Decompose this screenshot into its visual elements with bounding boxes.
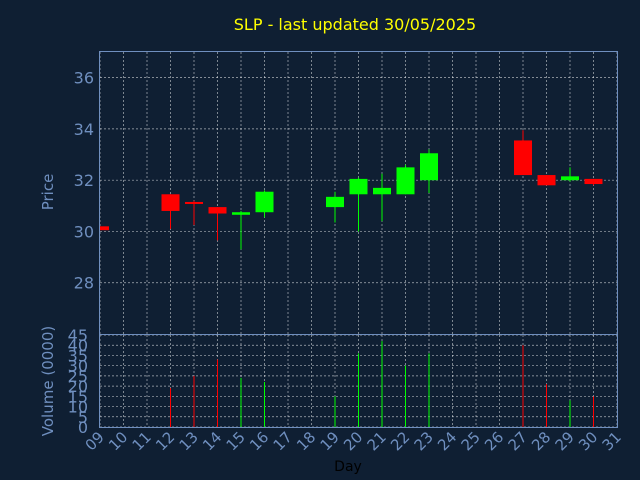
x-tick-label: 21 bbox=[364, 428, 390, 454]
volume-tick-label: 45 bbox=[68, 326, 88, 345]
price-axis-label: Price bbox=[39, 174, 57, 211]
x-tick-label: 31 bbox=[599, 428, 625, 454]
candle-body bbox=[349, 178, 368, 195]
volume-tick-label: 10 bbox=[68, 398, 88, 417]
x-tick-label: 22 bbox=[387, 428, 413, 454]
candle-body bbox=[185, 201, 203, 204]
x-tick-label: 11 bbox=[129, 428, 155, 454]
volume-tick-label: 25 bbox=[68, 367, 88, 386]
x-tick-label: 12 bbox=[152, 428, 178, 454]
x-tick-label: 15 bbox=[223, 428, 249, 454]
x-tick-labels: 0910111213141516171819202122232425262728… bbox=[82, 428, 625, 454]
x-tick-label: 26 bbox=[481, 428, 507, 454]
candle-body bbox=[514, 140, 532, 176]
price-tick-labels: 28 30 32 34 36 bbox=[74, 69, 94, 293]
x-tick-label: 23 bbox=[411, 428, 437, 454]
volume-tick-label: 20 bbox=[68, 377, 88, 396]
x-tick-label: 27 bbox=[505, 428, 531, 454]
volume-tick-label: 5 bbox=[78, 408, 88, 427]
x-tick-label: 13 bbox=[176, 428, 202, 454]
candle-body bbox=[420, 153, 438, 181]
x-tick-label: 17 bbox=[270, 428, 296, 454]
price-tick-label: 34 bbox=[74, 120, 94, 139]
x-tick-label: 30 bbox=[575, 428, 601, 454]
x-tick-label: 28 bbox=[528, 428, 554, 454]
candle-body bbox=[396, 167, 415, 195]
volume-tick-label: 35 bbox=[68, 346, 88, 365]
price-tick-label: 28 bbox=[74, 274, 94, 293]
chart-title: SLP - last updated 30/05/2025 bbox=[234, 15, 476, 34]
volume-tick-label: 30 bbox=[68, 357, 88, 376]
candle-body bbox=[561, 176, 579, 181]
candle-body bbox=[100, 226, 109, 231]
x-tick-label: 18 bbox=[293, 428, 319, 454]
candle-body bbox=[584, 178, 603, 185]
volume-tick-label: 40 bbox=[68, 336, 88, 355]
price-tick-label: 32 bbox=[74, 171, 94, 190]
volume-tick-label: 15 bbox=[68, 387, 88, 406]
volume-panel-frame bbox=[99, 334, 618, 428]
x-tick-label: 25 bbox=[458, 428, 484, 454]
price-tick-label: 36 bbox=[74, 69, 94, 88]
x-tick-label: 16 bbox=[246, 428, 272, 454]
x-tick-label: 19 bbox=[317, 428, 343, 454]
x-tick-label: 20 bbox=[340, 428, 366, 454]
x-tick-label: 10 bbox=[105, 428, 131, 454]
volume-bars bbox=[170, 341, 594, 427]
volume-axis-label: Volume (0000) bbox=[39, 326, 57, 436]
candle-body bbox=[232, 212, 250, 215]
volume-tick-label: 0 bbox=[78, 418, 88, 437]
x-tick-label: 14 bbox=[199, 428, 225, 454]
candle-body bbox=[373, 187, 391, 195]
price-tick-label: 30 bbox=[74, 222, 94, 241]
x-tick-label: 29 bbox=[552, 428, 578, 454]
candles bbox=[99, 130, 603, 250]
x-tick-label: 24 bbox=[434, 428, 460, 454]
candle-body bbox=[255, 191, 274, 213]
x-axis-label: Day bbox=[334, 459, 362, 475]
candle-body bbox=[326, 196, 344, 208]
candle-body bbox=[161, 194, 180, 211]
candle-body bbox=[537, 175, 556, 186]
candle-body bbox=[208, 207, 227, 214]
